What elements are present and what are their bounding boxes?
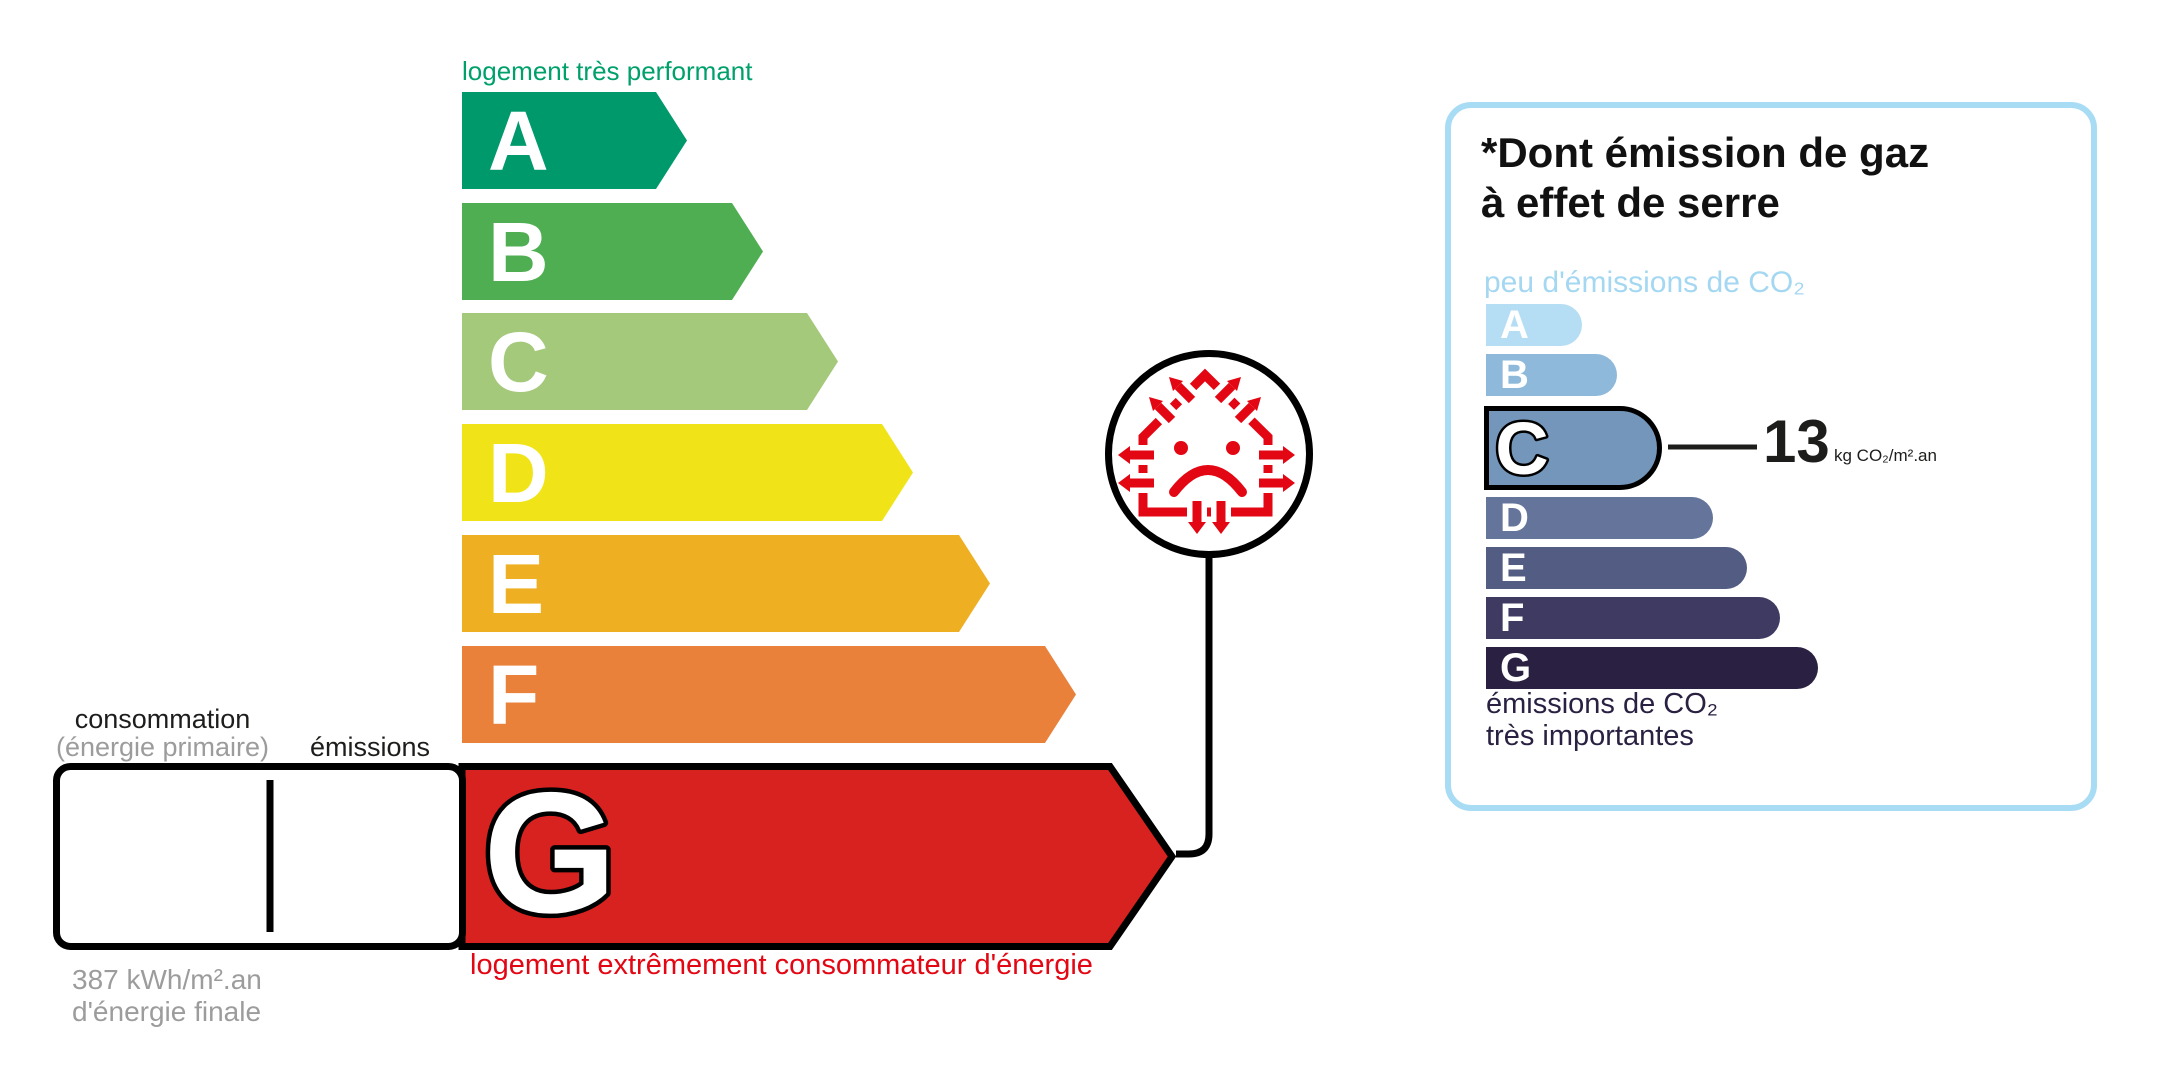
scale-top-label: logement très performant xyxy=(462,56,753,86)
energy-class-arrow-c: C xyxy=(462,313,838,410)
co2-class-bar-g: G xyxy=(1486,647,1818,689)
energy-class-letter: B xyxy=(488,204,549,299)
energy-class-letter: A xyxy=(488,93,549,188)
leak-arrow-shafts xyxy=(1130,382,1283,522)
eye-icon xyxy=(1226,441,1240,455)
co2-class-letter: B xyxy=(1500,353,1529,397)
co2-class-bar-a: A xyxy=(1486,304,1582,346)
eye-icon xyxy=(1174,441,1188,455)
consumption-sublabel: (énergie primaire) xyxy=(55,732,270,762)
final-energy-label: d'énergie finale xyxy=(72,996,262,1027)
leak-arrow-heads xyxy=(1118,377,1295,534)
co2-class-bar-b: B xyxy=(1486,354,1617,396)
co2-class-bar-d: D xyxy=(1486,497,1713,539)
sad-house-badge-circle xyxy=(1105,350,1313,558)
consumption-label: consommation xyxy=(74,704,251,734)
energy-class-arrow-b: B xyxy=(462,203,763,300)
energy-class-arrow-a: A xyxy=(462,92,687,189)
frown-mouth-icon xyxy=(1169,465,1247,497)
emissions-label: émissions xyxy=(309,732,431,762)
co2-bottom-label-line1: émissions de CO₂ xyxy=(1486,688,1719,720)
energy-class-letter: D xyxy=(488,425,549,520)
co2-class-letter: G xyxy=(1500,646,1532,690)
co2-value-unit: kg CO₂/m².an xyxy=(1834,446,1937,465)
energy-class-arrow-f: F xyxy=(462,646,1076,743)
energy-class-arrow-d: D xyxy=(462,424,913,521)
energy-class-letter: F xyxy=(488,647,540,742)
icon-connector-line xyxy=(1176,553,1213,858)
co2-top-label: peu d'émissions de CO₂ xyxy=(1484,266,1805,299)
current-energy-class-letter: G xyxy=(483,757,617,949)
co2-panel-title: *Dont émission de gaz à effet de serre xyxy=(1481,128,1929,227)
emissions-value: 13* xyxy=(306,803,427,892)
consumption-unit: kWh/m².an xyxy=(99,884,226,914)
energy-class-letter: E xyxy=(488,536,545,631)
co2-class-letter: D xyxy=(1500,496,1529,540)
co2-bottom-label-line2: très importantes xyxy=(1486,720,1694,752)
co2-class-bar-e: E xyxy=(1486,547,1747,589)
leak-arrow-casings xyxy=(1120,371,1293,532)
sad-house-energy-leak-icon xyxy=(1118,368,1295,534)
scale-bottom-label: logement extrêmement consommateur d'éner… xyxy=(470,949,1093,981)
co2-class-letter: A xyxy=(1500,303,1529,347)
co2-class-bar-f: F xyxy=(1486,597,1780,639)
co2-panel-title-line2: à effet de serre xyxy=(1481,178,1780,226)
co2-panel-title-line1: *Dont émission de gaz xyxy=(1481,129,1930,176)
co2-class-letter: F xyxy=(1500,596,1525,640)
energy-class-arrow-g xyxy=(458,763,1177,950)
consumption-value: 438 xyxy=(95,803,230,892)
co2-class-letter: E xyxy=(1500,546,1527,590)
energy-class-arrow-e: E xyxy=(462,535,990,632)
co2-value: 13 xyxy=(1763,408,1830,475)
co2-class-bar-c-highlighted xyxy=(1484,406,1662,490)
final-energy-value: 387 kWh/m².an xyxy=(72,964,262,995)
emissions-unit: kg CO₂/m².an xyxy=(287,884,446,914)
energy-class-letter: C xyxy=(488,314,549,409)
house-outline xyxy=(1138,368,1273,517)
